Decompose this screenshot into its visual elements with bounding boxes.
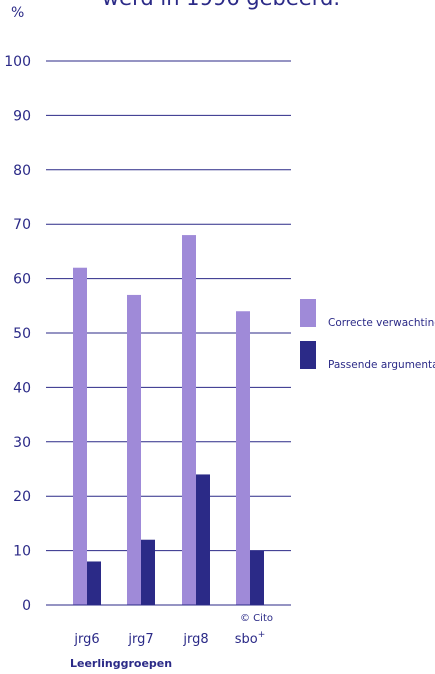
y-tick-label-20: 20: [13, 489, 31, 505]
bar-jrg6-correcte-verwachting: [73, 267, 87, 605]
bar-jrg7-passende-argumentatie: [141, 539, 155, 605]
x-axis-label: Leerlinggroepen: [70, 657, 173, 670]
chart-title: werd in 1996 gebeerd.: [102, 0, 340, 10]
y-tick-label-0: 0: [22, 598, 31, 614]
bar-jrg8-passende-argumentatie: [196, 474, 210, 605]
y-tick-label-10: 10: [13, 544, 31, 560]
legend-label-correcte-verwachting: Correcte verwachting: [328, 317, 435, 329]
legend-swatch-correcte-verwachting: [300, 299, 316, 327]
x-tick-label-jrg6: jrg6: [73, 632, 99, 647]
y-tick-label-50: 50: [13, 326, 31, 342]
y-tick-label-60: 60: [13, 272, 31, 288]
y-tick-label-40: 40: [13, 380, 31, 396]
copyright-credit: © Cito: [240, 613, 273, 624]
x-tick-label-sbo: sbo+: [235, 630, 266, 647]
bar-sbo-correcte-verwachting: [236, 311, 250, 605]
y-tick-label-100: 100: [4, 54, 31, 70]
legend-swatch-passende-argumentatie: [300, 341, 316, 369]
bar-jrg8-correcte-verwachting: [182, 235, 196, 605]
y-tick-label-90: 90: [13, 108, 31, 124]
legend-label-passende-argumentatie: Passende argumentatie: [328, 359, 435, 371]
bar-sbo-passende-argumentatie: [250, 550, 264, 605]
bar-jrg6-passende-argumentatie: [87, 561, 101, 605]
y-tick-label-30: 30: [13, 435, 31, 451]
x-tick-label-jrg7: jrg7: [127, 632, 153, 647]
bar-jrg7-correcte-verwachting: [127, 294, 141, 605]
y-axis-unit: %: [11, 5, 25, 21]
y-tick-label-80: 80: [13, 163, 31, 179]
x-tick-label-jrg8: jrg8: [182, 632, 208, 647]
y-tick-label-70: 70: [13, 217, 31, 233]
